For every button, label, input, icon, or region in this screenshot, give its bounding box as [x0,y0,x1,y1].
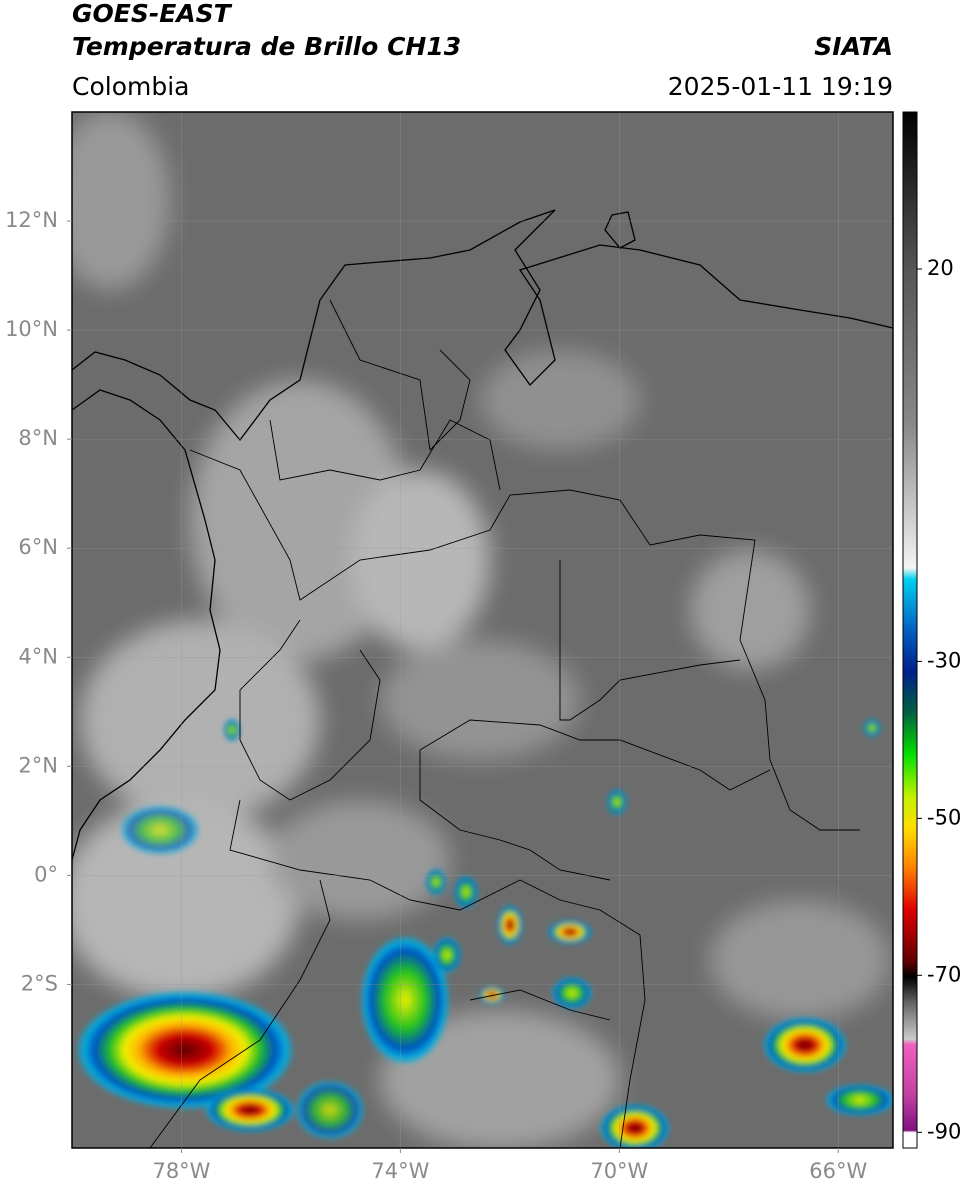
colorbar-tick-label: -70 [927,962,961,986]
lat-tick-label: 0° [34,862,58,886]
region: Colombia [72,72,189,101]
datetime: 2025-01-11 19:19 [668,72,893,101]
colorbar-tick-label: -90 [927,1119,961,1143]
lat-tick-label: 6°N [18,535,58,559]
lat-tick-label: 2°S [21,971,58,995]
lon-tick-label: 66°W [809,1159,867,1183]
map-frame [71,111,894,1149]
lat-tick-label: 4°N [18,644,58,668]
lon-tick-label: 70°W [590,1159,648,1183]
lon-tick-label: 74°W [371,1159,429,1183]
lat-tick-label: 10°N [5,317,58,341]
source: SIATA [814,32,893,61]
lat-tick-label: 2°N [18,753,58,777]
grid [72,112,893,1148]
lat-tick-label: 8°N [18,426,58,450]
title-line2: Temperatura de Brillo CH13 [72,32,461,61]
lat-tick-label: 12°N [5,208,58,232]
colorbar [902,111,918,1149]
lon-tick-label: 78°W [152,1159,210,1183]
colorbar-tick-label: -50 [927,805,961,829]
title-line1: GOES-EAST [72,0,233,28]
colorbar-tick-label: 20 [927,256,954,280]
satellite-image [72,112,893,1148]
colorbar-tick-label: -30 [927,648,961,672]
